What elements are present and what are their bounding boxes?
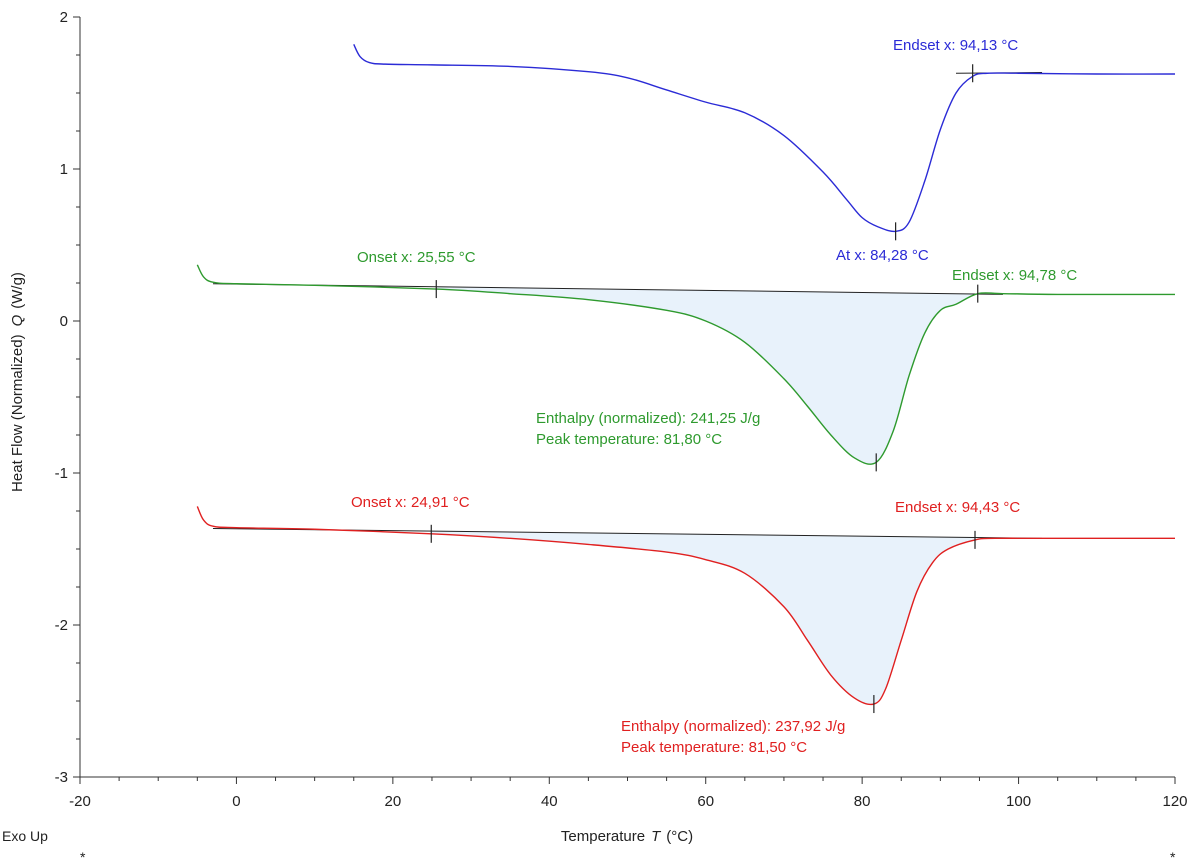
green-onset-label: Onset x: 25,55 °C (357, 249, 476, 266)
red-peak-area (431, 531, 976, 705)
corner-mark-left: * (80, 849, 86, 865)
red-series-line (196, 506, 1175, 706)
x-axis-title-text: Temperature (561, 828, 645, 845)
green-series-line (196, 264, 1176, 465)
corner-mark-right: * (1170, 849, 1176, 865)
green-peak-area (436, 286, 978, 465)
red-peak-temp-label: Peak temperature: 81,50 °C (621, 739, 807, 756)
x-tick-label: 40 (541, 793, 558, 810)
blue-peak-label: At x: 84,28 °C (836, 247, 929, 264)
x-axis-ticks: -20 0 20 40 60 80 100 120 (69, 777, 1188, 810)
x-axis-title: Temperature T (°C) (561, 828, 693, 845)
y-tick-label: 2 (60, 9, 68, 26)
green-endset-label: Endset x: 94,78 °C (952, 267, 1077, 284)
x-tick-label: 120 (1162, 793, 1187, 810)
y-axis-title-text: Heat Flow (Normalized) (9, 334, 26, 492)
x-tick-label: 0 (232, 793, 240, 810)
peak-area-fills (431, 286, 978, 705)
x-tick-label: 80 (854, 793, 871, 810)
y-axis-symbol: Q (9, 314, 26, 326)
x-tick-label: -20 (69, 793, 91, 810)
x-tick-label: 20 (385, 793, 402, 810)
y-tick-label: -3 (55, 769, 68, 786)
x-axis-unit: (°C) (666, 828, 693, 845)
red-onset-label: Onset x: 24,91 °C (351, 494, 470, 511)
y-tick-label: -2 (55, 617, 68, 634)
blue-endset-label: Endset x: 94,13 °C (893, 37, 1018, 54)
series-lines (196, 44, 1176, 706)
y-axis-ticks: 2 1 0 -1 -2 -3 (55, 9, 80, 786)
red-endset-label: Endset x: 94,43 °C (895, 499, 1020, 516)
red-enthalpy-label: Enthalpy (normalized): 237,92 J/g (621, 718, 845, 735)
plot-frame (79, 17, 1175, 778)
y-tick-label: 1 (60, 161, 68, 178)
blue-series-line (353, 44, 1176, 233)
green-enthalpy-label: Enthalpy (normalized): 241,25 J/g (536, 410, 760, 427)
green-peak-temp-label: Peak temperature: 81,80 °C (536, 431, 722, 448)
y-axis-title: Heat Flow (Normalized) Q (W/g) (9, 272, 26, 492)
y-tick-label: 0 (60, 313, 68, 330)
x-axis-symbol: T (651, 828, 662, 845)
annotation-markers (430, 64, 979, 714)
svg-text:Heat Flow (Normalized)Q(W/g): Heat Flow (Normalized) Q (W/g) (9, 272, 26, 492)
y-tick-label: -1 (55, 465, 68, 482)
x-tick-label: 60 (697, 793, 714, 810)
exo-up-label: Exo Up (2, 828, 48, 844)
y-axis-unit: (W/g) (9, 272, 26, 309)
x-tick-label: 100 (1006, 793, 1031, 810)
